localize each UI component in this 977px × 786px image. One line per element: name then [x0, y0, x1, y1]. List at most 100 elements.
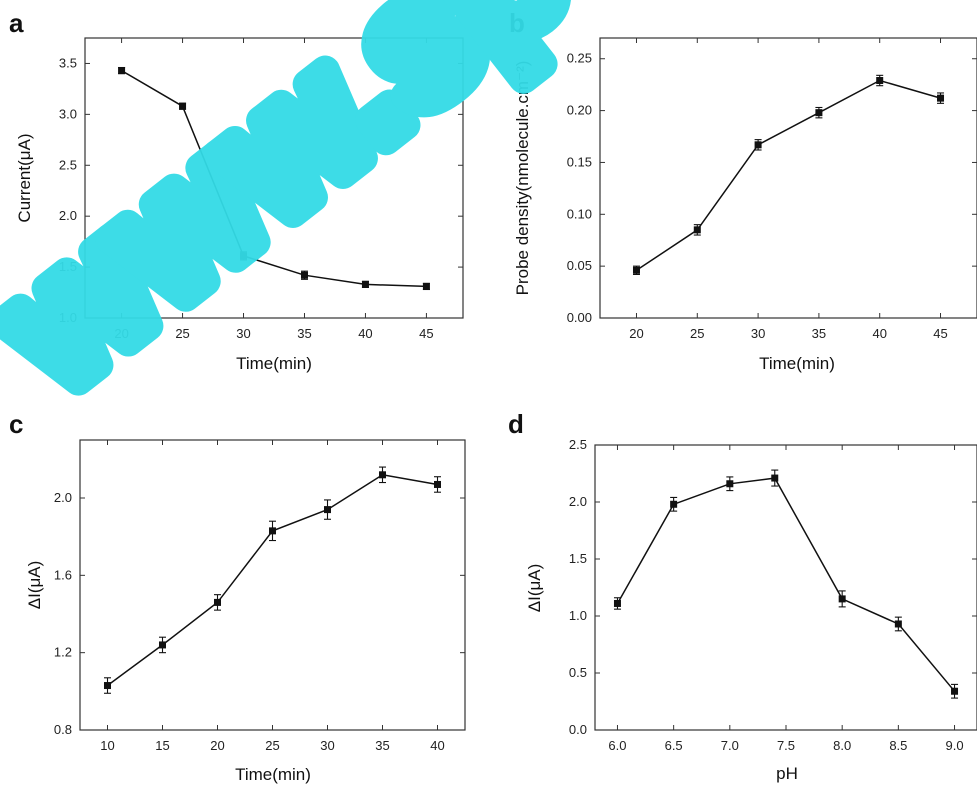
panel-a-data-point [300, 271, 308, 279]
panel-a-x-tick-label: 45 [419, 326, 433, 341]
panel-b-letter: b [509, 8, 525, 38]
panel-d-y-tick-label: 2.5 [569, 437, 587, 452]
panel-d-series-line [616, 477, 956, 692]
panel-b-data-point [632, 266, 640, 274]
panel-d-x-tick-label: 8.0 [833, 738, 851, 753]
panel-c-series [104, 466, 441, 694]
panel-d-data-point [894, 620, 902, 628]
panel-c-y-tick-label: 0.8 [54, 722, 72, 737]
panel-a-y-tick-label: 2.5 [59, 157, 77, 172]
panel-a-data-point [118, 67, 126, 75]
panel-b-data-point [754, 141, 762, 149]
panel-c-x-axis-title: Time(min) [235, 765, 311, 784]
panel-a-y-axis-title: Current(μA) [15, 133, 34, 222]
panel-b-x-tick-label: 40 [872, 326, 886, 341]
panel-d-data-point [951, 687, 959, 695]
panel-b-data-point [876, 77, 884, 85]
panel-b-x-tick-label: 25 [690, 326, 704, 341]
panel-d-x-ticks: 6.0 6.5 7.0 7.5 8.0 8.5 9.0 [608, 445, 964, 753]
panel-a-x-tick-label: 20 [114, 326, 128, 341]
panel-d-x-tick-label: 9.0 [945, 738, 963, 753]
panel-c-x-tick-label: 30 [320, 738, 334, 753]
panel-c-x-tick-label: 40 [430, 738, 444, 753]
panel-c-y-ticks: 0.8 1.2 1.6 2.0 [54, 490, 465, 737]
panel-a-data-point [361, 280, 369, 288]
panel-c-letter: c [9, 409, 23, 439]
panel-c: c 10 15 20 25 30 35 40 0.81.21.62.0 Time(min) … [9, 409, 466, 784]
panel-a-plot-frame [84, 37, 464, 319]
panel-a-x-ticks: 20 25 30 35 40 45 [114, 38, 434, 341]
panel-b-y-tick-label: 0.20 [567, 103, 592, 118]
panel-d-series [613, 469, 959, 699]
panel-b-y-tick-label: 0.00 [567, 310, 592, 325]
panel-d: d 6.0 6.5 7.0 7.5 8.0 8.5 9.0 0.0 0.5 1.0 1.5 2.0 2… [508, 409, 977, 783]
panel-d-y-tick-label: 0.0 [569, 722, 587, 737]
panel-d-x-tick-label: 6.5 [665, 738, 683, 753]
panel-d-x-tick-label: 8.5 [889, 738, 907, 753]
panel-d-x-tick-label: 6.0 [608, 738, 626, 753]
panel-c-data-point [434, 480, 441, 488]
panel-a-data-point [179, 102, 187, 110]
panel-b-y-axis-title: Probe density(nmolecule.cm⁻²) [513, 61, 532, 296]
panel-b-x-tick-label: 35 [812, 326, 826, 341]
panel-b-plot-frame [599, 37, 977, 319]
panel-b-x-ticks: 20 25 30 35 40 45 [629, 38, 948, 341]
panel-a-x-tick-label: 35 [297, 326, 311, 341]
panel-a-data-point [422, 282, 430, 290]
panel-b-y-ticks: 0.00 0.05 0.10 0.15 0.20 0.25 [567, 51, 977, 325]
panel-c-y-tick-label: 1.6 [54, 567, 72, 582]
panel-c-x-tick-label: 10 [100, 738, 114, 753]
panel-c-x-tick-label: 25 [265, 738, 279, 753]
panel-b-x-axis-title: Time(min) [759, 354, 835, 373]
panel-c-plot-frame [79, 439, 466, 731]
panel-b: b 20 25 30 35 40 45 0.000.050.100.150.200.25 … [509, 8, 977, 373]
panel-d-data-point [838, 595, 846, 603]
panel-d-x-axis-title: pH [776, 764, 798, 783]
panel-d-y-ticks: 0.0 0.5 1.0 1.5 2.0 2.5 [569, 437, 977, 737]
panel-a-series-line [121, 69, 427, 288]
panel-b-data-point [815, 109, 823, 117]
panel-d-y-tick-label: 0.5 [569, 665, 587, 680]
panel-a-letter: a [9, 8, 24, 38]
panel-d-y-axis-title: ΔI(μA) [525, 564, 544, 613]
panel-b-x-tick-label: 45 [933, 326, 947, 341]
panel-b-x-tick-label: 20 [629, 326, 643, 341]
panel-d-data-point [670, 500, 678, 508]
panel-d-data-point [726, 480, 734, 488]
panel-a-series [118, 66, 430, 291]
panel-b-y-tick-label: 0.10 [567, 206, 592, 221]
watermark-text: www.spi [0, 0, 638, 426]
panel-c-data-point [104, 682, 111, 690]
panel-a-y-tick-label: 3.0 [59, 106, 77, 121]
panel-a-y-tick-label: 1.0 [59, 310, 77, 325]
panel-a-x-tick-label: 30 [236, 326, 250, 341]
panel-d-y-tick-label: 2.0 [569, 494, 587, 509]
panel-a-y-tick-label: 3.5 [59, 55, 77, 70]
panel-c-y-axis-title: ΔI(μA) [25, 561, 44, 610]
panel-c-data-point [379, 471, 386, 479]
panel-c-data-point [324, 506, 331, 514]
panel-a-y-tick-label: 2.0 [59, 208, 77, 223]
panel-b-y-tick-label: 0.05 [567, 258, 592, 273]
panel-a-x-tick-label: 25 [175, 326, 189, 341]
panel-c-data-point [214, 598, 221, 606]
panel-a: a 20 25 30 35 40 45 1.0 1.5 2.0 2.5 3.0 3.5 Time(m… [9, 8, 464, 373]
panel-c-data-point [269, 527, 276, 535]
panel-c-series-line [107, 474, 438, 687]
panel-b-x-tick-label: 30 [751, 326, 765, 341]
panel-b-series [632, 74, 945, 275]
panel-d-x-tick-label: 7.0 [721, 738, 739, 753]
panel-c-x-ticks: 10 15 20 25 30 35 40 [100, 440, 445, 753]
panel-b-data-point [937, 94, 945, 102]
panel-c-y-tick-label: 1.2 [54, 645, 72, 660]
panel-c-x-tick-label: 15 [155, 738, 169, 753]
panel-c-y-tick-label: 2.0 [54, 490, 72, 505]
panel-b-y-tick-label: 0.15 [567, 154, 592, 169]
panel-d-data-point [613, 599, 621, 607]
panel-d-letter: d [508, 409, 524, 439]
panel-c-x-tick-label: 20 [210, 738, 224, 753]
panel-c-x-tick-label: 35 [375, 738, 389, 753]
panel-a-y-ticks: 1.0 1.5 2.0 2.5 3.0 3.5 [59, 55, 463, 325]
panel-a-x-tick-label: 40 [358, 326, 372, 341]
